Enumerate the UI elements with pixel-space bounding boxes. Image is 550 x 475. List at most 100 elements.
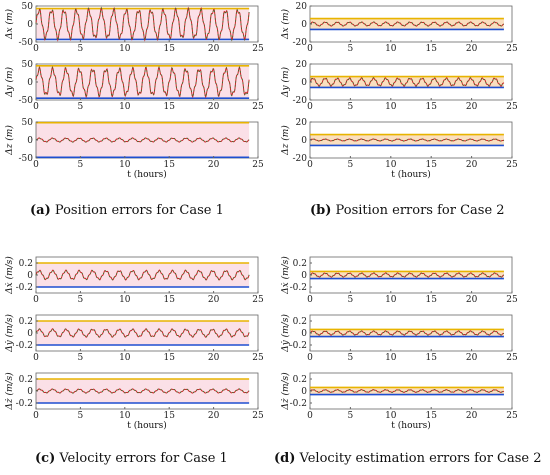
y-tick-label: 20 (296, 118, 308, 128)
y-tick-label: 0.2 (293, 375, 307, 385)
x-tick-label: 10 (119, 44, 131, 54)
y-axis-label: Δx (m) (4, 9, 15, 40)
error-series-line (309, 77, 505, 87)
x-tick-label: 0 (33, 295, 39, 305)
x-tick-label: 0 (307, 353, 313, 363)
x-tick-label: 15 (425, 353, 437, 363)
y-tick-label: -0.2 (290, 341, 307, 351)
x-tick-label: 20 (208, 353, 220, 363)
x-tick-label: 20 (466, 295, 478, 305)
estimate-series-line (309, 272, 505, 278)
x-tick-label: 25 (252, 295, 264, 305)
y-tick-label: 0 (27, 387, 33, 397)
y-tick-label: 20 (296, 2, 308, 12)
x-axis-label: t (hours) (127, 169, 166, 180)
x-tick-label: 20 (466, 160, 478, 170)
x-tick-label: 0 (33, 44, 39, 54)
y-tick-label: 0 (27, 78, 33, 88)
y-tick-label: 50 (22, 60, 34, 70)
y-tick-label: 0 (27, 271, 33, 281)
x-tick-label: 10 (119, 411, 131, 421)
estimate-series-line (309, 21, 505, 27)
x-tick-label: 15 (163, 411, 175, 421)
x-tick-label: 10 (119, 353, 131, 363)
caption-d: (d) Velocity estimation errors for Case … (274, 451, 542, 466)
x-tick-label: 0 (33, 411, 39, 421)
x-tick-label: 25 (252, 102, 264, 112)
x-tick-label: 15 (163, 160, 175, 170)
x-tick-label: 5 (348, 295, 354, 305)
x-tick-label: 15 (425, 411, 437, 421)
y-tick-label: -50 (19, 96, 34, 106)
y-axis-label: Δz (m) (4, 125, 15, 156)
x-tick-label: 5 (78, 102, 84, 112)
y-tick-label: 0 (301, 387, 307, 397)
x-tick-label: 20 (208, 44, 220, 54)
x-tick-label: 10 (385, 160, 397, 170)
estimate-series-line (309, 138, 505, 142)
x-tick-label: 20 (466, 44, 478, 54)
x-tick-label: 25 (506, 160, 518, 170)
x-tick-label: 5 (348, 353, 354, 363)
estimate-series-line (35, 388, 250, 394)
y-tick-label: -0.2 (290, 283, 307, 293)
y-tick-label: 0 (301, 271, 307, 281)
y-axis-label: Δẋ (m/s) (280, 256, 291, 295)
subplot-d-3: 0 5 10 15 20 250.20-0.2Δż (m/s)t (hours) (280, 372, 518, 431)
y-tick-label: -50 (19, 154, 34, 164)
x-tick-label: 25 (506, 295, 518, 305)
x-tick-label: 5 (348, 160, 354, 170)
x-tick-label: 20 (208, 102, 220, 112)
x-tick-label: 10 (385, 353, 397, 363)
x-tick-label: 5 (348, 44, 354, 54)
x-tick-label: 20 (208, 411, 220, 421)
y-tick-label: 0 (27, 136, 33, 146)
subplot-c-3: 0 5 10 15 20 250.20-0.2Δż (m/s)t (hours) (4, 372, 264, 431)
confidence-band (36, 8, 250, 40)
y-tick-label: -0.2 (16, 399, 33, 409)
y-axis-label: Δẏ (m/s) (280, 314, 291, 353)
x-tick-label: 5 (78, 44, 84, 54)
x-axis-label: t (hours) (391, 169, 430, 180)
y-tick-label: 0.2 (293, 317, 307, 327)
x-tick-label: 5 (78, 353, 84, 363)
estimate-series-line (309, 389, 505, 393)
y-tick-label: 0 (301, 20, 307, 30)
estimate-series-line (35, 269, 250, 281)
x-tick-label: 15 (163, 295, 175, 305)
estimate-series-line (35, 137, 250, 143)
x-tick-label: 25 (506, 44, 518, 54)
y-tick-label: 50 (22, 118, 34, 128)
x-tick-label: 15 (425, 44, 437, 54)
x-tick-label: 10 (385, 102, 397, 112)
y-axis-label: Δẋ (m/s) (4, 256, 15, 295)
x-tick-label: 5 (78, 411, 84, 421)
x-tick-label: 0 (307, 102, 313, 112)
x-tick-label: 0 (33, 160, 39, 170)
y-tick-label: 0.2 (293, 259, 307, 269)
x-tick-label: 15 (163, 353, 175, 363)
x-tick-label: 10 (119, 295, 131, 305)
x-tick-label: 20 (466, 353, 478, 363)
y-axis-label: Δy (m) (280, 67, 291, 98)
y-axis-label: Δż (m/s) (4, 372, 15, 411)
x-tick-label: 15 (425, 160, 437, 170)
x-tick-label: 0 (307, 44, 313, 54)
y-tick-label: 0 (301, 136, 307, 146)
y-tick-label: -20 (293, 154, 308, 164)
x-tick-label: 25 (506, 411, 518, 421)
x-tick-label: 25 (252, 44, 264, 54)
x-tick-label: 10 (385, 295, 397, 305)
x-tick-label: 15 (425, 102, 437, 112)
caption-b: (b) Position errors for Case 2 (310, 203, 505, 218)
x-tick-label: 5 (78, 160, 84, 170)
y-tick-label: 0 (27, 20, 33, 30)
subplot-c-1: 0 5 10 15 20 250.20-0.2Δẋ (m/s) (4, 256, 264, 305)
